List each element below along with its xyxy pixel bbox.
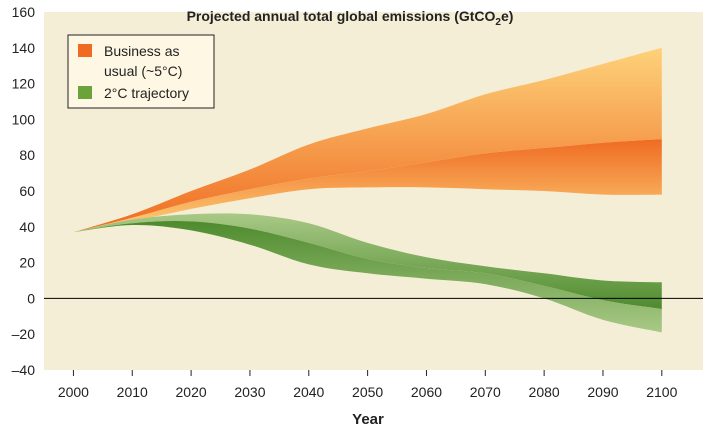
x-tick-label: 2080 xyxy=(529,384,560,400)
y-tick-label: 100 xyxy=(12,111,36,127)
band-upper-bau xyxy=(73,47,662,233)
x-tick-label: 2060 xyxy=(411,384,442,400)
y-tick-label: 60 xyxy=(19,183,35,199)
legend-swatch-2c xyxy=(78,86,92,99)
x-axis: 2000 2010 2020 2030 2040 2050 2060 2070 2080 2090… xyxy=(58,370,678,400)
x-tick-label: 2010 xyxy=(117,384,148,400)
legend-box xyxy=(67,34,215,109)
x-tick-label: 2000 xyxy=(58,384,89,400)
title-subscript: 2 xyxy=(495,17,501,28)
legend-label-2c: 2°C trajectory xyxy=(104,85,189,101)
y-tick-label: 40 xyxy=(19,219,35,235)
x-tick-label: 2040 xyxy=(293,384,324,400)
x-tick-label: 2050 xyxy=(352,384,383,400)
chart-title: Projected annual total global emissions … xyxy=(187,8,514,28)
x-tick-label: 2020 xyxy=(176,384,207,400)
y-tick-label: 120 xyxy=(12,76,36,92)
x-tick-label: 2100 xyxy=(646,384,677,400)
x-axis-label: Year xyxy=(352,411,384,428)
y-tick-label: 160 xyxy=(12,4,36,20)
y-tick-label: 140 xyxy=(12,40,36,56)
band-upper-2c xyxy=(73,213,662,310)
y-axis: 160 140 120 100 80 60 40 20 0 –20 –40 xyxy=(12,4,36,378)
y-tick-label: 0 xyxy=(27,290,35,306)
series-bands xyxy=(73,47,662,333)
y-tick-label: –40 xyxy=(12,362,36,378)
legend-label-bau-line1: Business as xyxy=(104,43,179,59)
y-tick-label: 20 xyxy=(19,255,35,271)
legend-swatch-bau xyxy=(78,44,92,57)
y-tick-label: 80 xyxy=(19,147,35,163)
legend-label-bau-line2: usual (~5°C) xyxy=(104,63,182,79)
x-tick-label: 2030 xyxy=(234,384,265,400)
band-lower-bau xyxy=(73,139,662,233)
legend: Business as usual (~5°C) 2°C trajectory xyxy=(67,34,215,109)
x-tick-label: 2090 xyxy=(587,384,618,400)
x-tick-label: 2070 xyxy=(470,384,501,400)
y-tick-label: –20 xyxy=(12,326,36,342)
